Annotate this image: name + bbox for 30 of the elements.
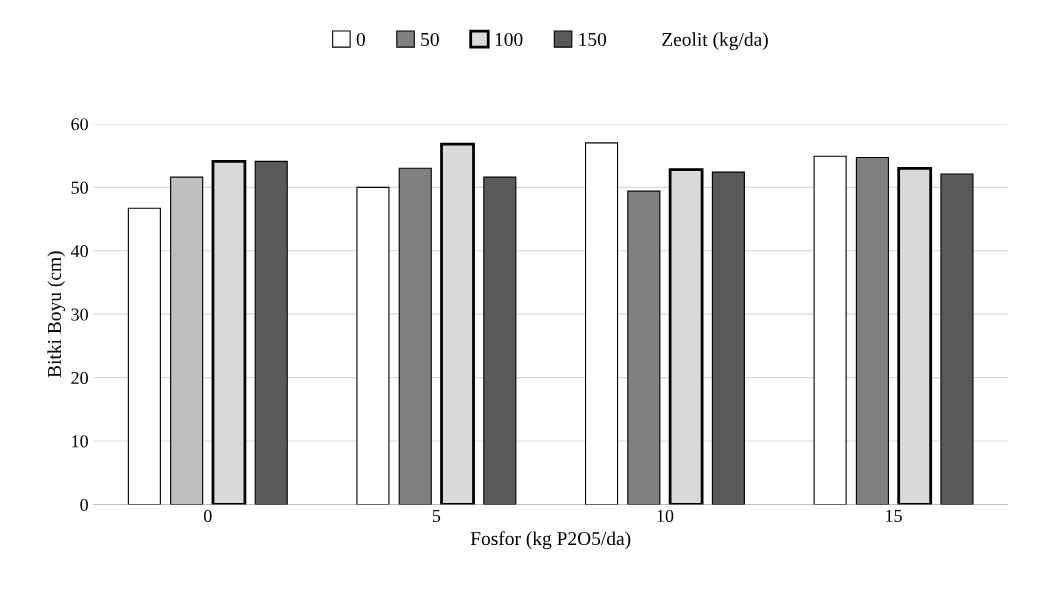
x-tick-label: 0 [203, 509, 212, 523]
bar [170, 176, 204, 505]
bar [356, 186, 390, 505]
bar [398, 167, 432, 505]
y-tick-label: 30 [71, 308, 88, 321]
bar [627, 190, 661, 505]
bar [127, 207, 161, 505]
legend-label: 150 [579, 32, 607, 47]
x-tick-label: 5 [432, 510, 441, 523]
y-tick-label: 0 [80, 498, 88, 511]
y-tick-label: 60 [71, 118, 88, 131]
legend-label: 0 [356, 32, 365, 47]
bar [855, 156, 889, 505]
bar [940, 173, 974, 505]
bar [254, 160, 288, 505]
x-tick-label: 10 [657, 509, 674, 523]
y-tick-label: 20 [71, 371, 88, 385]
bar [483, 176, 517, 505]
y-tick-label: 40 [70, 245, 88, 258]
bar [584, 142, 619, 505]
legend-title: Zeolit (kg/da) [662, 32, 768, 51]
x-axis-title: Fosfor (kg P2O5/da) [470, 531, 631, 550]
bar [813, 155, 847, 505]
y-tick-label: 10 [72, 435, 88, 448]
bar [711, 171, 745, 505]
y-tick-label: 50 [71, 181, 88, 194]
x-tick-label: 15 [886, 509, 902, 523]
legend-label: 100 [495, 32, 523, 47]
legend-label: 50 [421, 32, 439, 47]
y-axis-title: Bitki Boyu (cm) [47, 251, 66, 378]
